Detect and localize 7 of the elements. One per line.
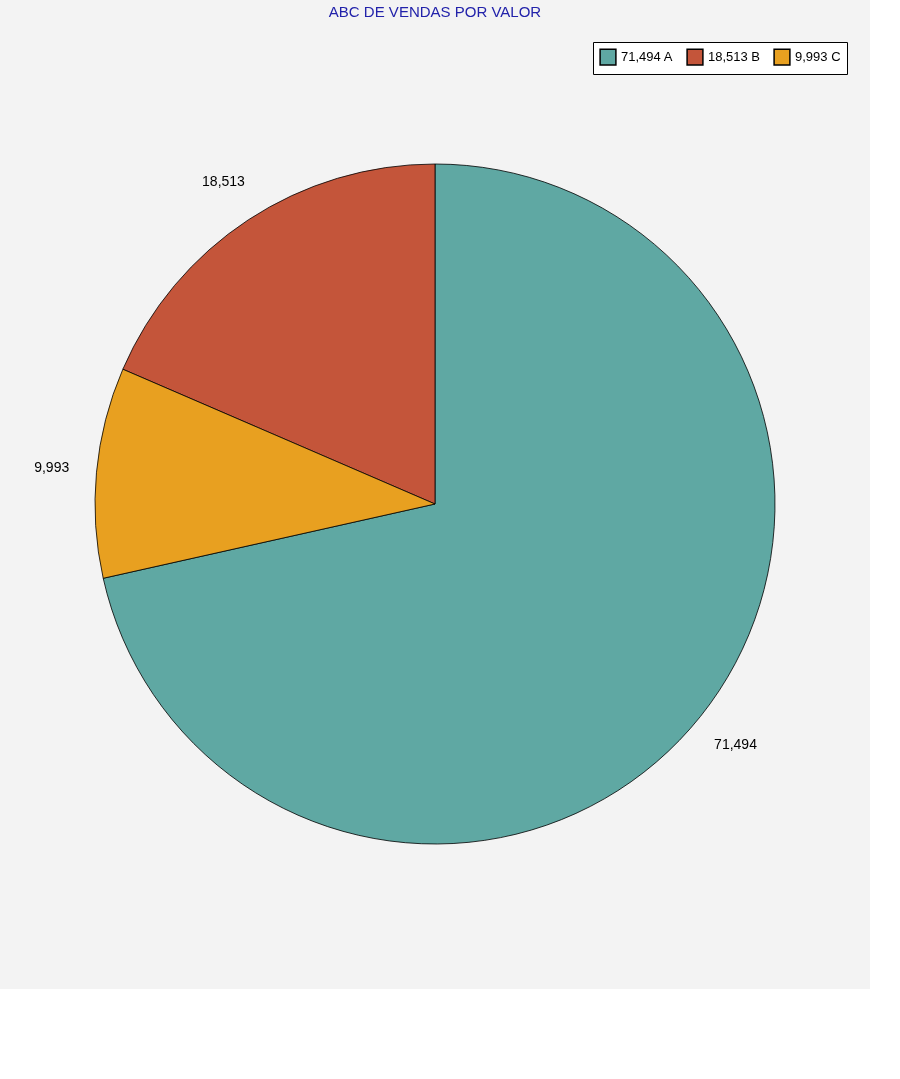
data-label: 9,993: [34, 459, 70, 475]
data-label: 18,513: [202, 173, 246, 190]
chart-title: ABC DE VENDAS POR VALOR: [328, 3, 542, 20]
data-label: 71,494: [714, 735, 758, 752]
legend-label: 9,993 C: [795, 49, 841, 65]
legend-label: 71,494 A: [621, 49, 673, 65]
legend-label: 18,513 B: [708, 49, 761, 65]
